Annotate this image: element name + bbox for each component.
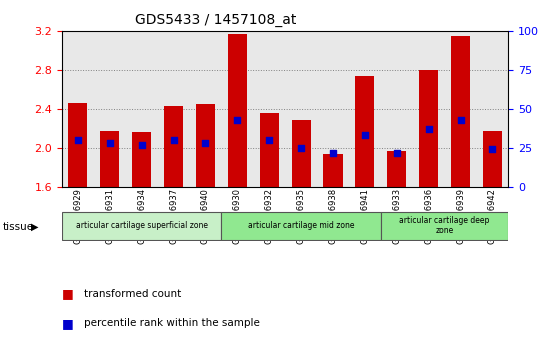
Bar: [323, 154, 343, 187]
Bar: [132, 132, 151, 187]
Point: [74, 137, 82, 143]
Text: ■: ■: [62, 317, 74, 330]
Text: ▶: ▶: [31, 222, 39, 232]
Point: [392, 150, 401, 155]
Point: [488, 147, 497, 152]
Text: GDS5433 / 1457108_at: GDS5433 / 1457108_at: [134, 13, 296, 27]
Point: [329, 150, 337, 155]
Bar: [381, 212, 508, 240]
Bar: [68, 103, 87, 187]
Bar: [164, 106, 183, 187]
Bar: [292, 120, 310, 187]
Point: [297, 145, 306, 151]
Point: [456, 117, 465, 123]
Bar: [100, 131, 119, 187]
Point: [105, 140, 114, 146]
Point: [201, 140, 210, 146]
Point: [265, 137, 273, 143]
Text: articular cartilage mid zone: articular cartilage mid zone: [248, 221, 355, 230]
Bar: [62, 212, 221, 240]
Point: [360, 132, 369, 138]
Bar: [451, 36, 470, 187]
Bar: [221, 212, 381, 240]
Bar: [260, 113, 279, 187]
Point: [137, 142, 146, 148]
Bar: [483, 131, 502, 187]
Point: [424, 126, 433, 132]
Text: ■: ■: [62, 287, 74, 301]
Bar: [196, 104, 215, 187]
Point: [233, 117, 242, 123]
Bar: [419, 70, 438, 187]
Bar: [387, 151, 406, 187]
Text: tissue: tissue: [3, 222, 34, 232]
Text: articular cartilage deep
zone: articular cartilage deep zone: [399, 216, 490, 235]
Point: [169, 137, 178, 143]
Text: articular cartilage superficial zone: articular cartilage superficial zone: [76, 221, 208, 230]
Text: transformed count: transformed count: [84, 289, 182, 299]
Bar: [355, 76, 374, 187]
Text: percentile rank within the sample: percentile rank within the sample: [84, 318, 260, 328]
Bar: [228, 34, 247, 187]
